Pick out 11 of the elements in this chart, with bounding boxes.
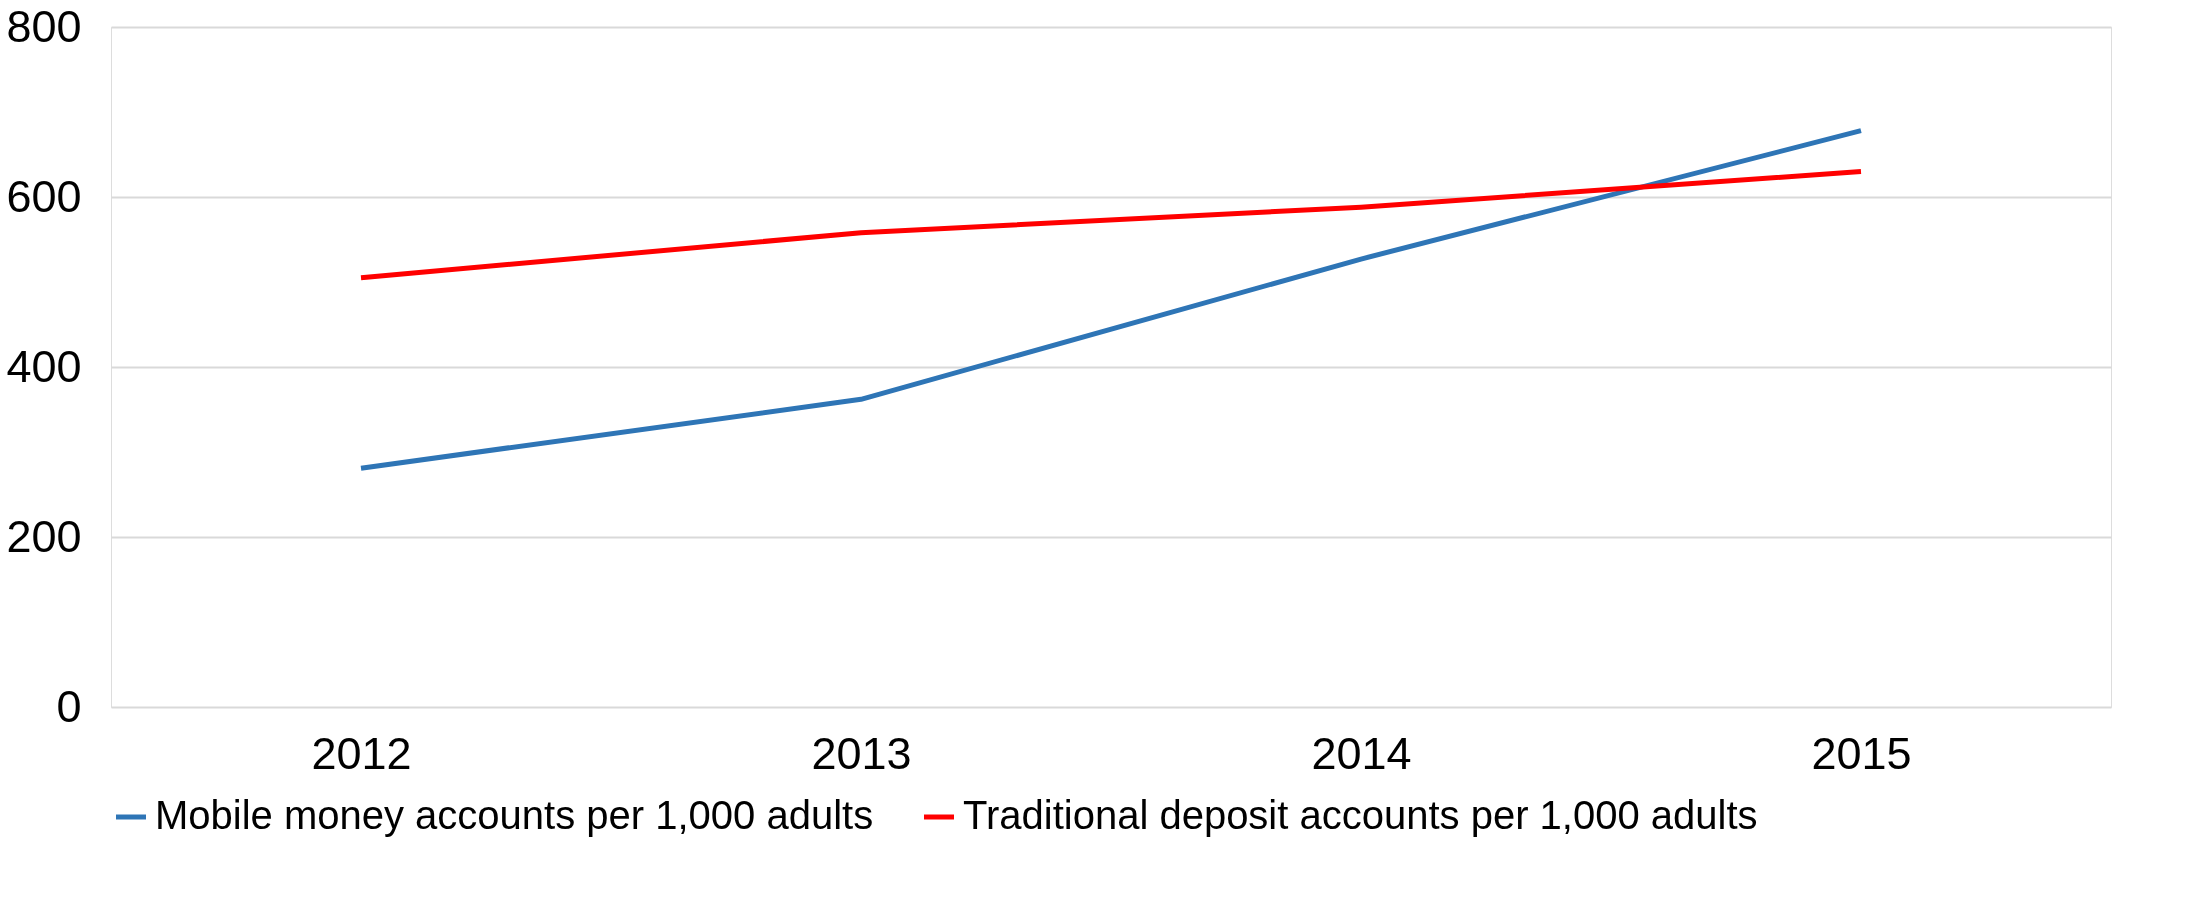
x-tick-label: 2015 (1811, 727, 1912, 779)
y-tick-label: 200 (6, 510, 82, 562)
y-tick-label: 600 (6, 170, 82, 222)
x-tick-label: 2014 (1311, 727, 1412, 779)
legend-label: Traditional deposit accounts per 1,000 adults (963, 793, 1758, 837)
y-tick-label: 400 (6, 340, 82, 392)
y-tick-label: 0 (56, 680, 82, 732)
legend-label: Mobile money accounts per 1,000 adults (155, 793, 874, 837)
x-tick-label: 2013 (811, 727, 912, 779)
y-tick-label: 800 (6, 0, 82, 52)
x-tick-label: 2012 (311, 727, 412, 779)
